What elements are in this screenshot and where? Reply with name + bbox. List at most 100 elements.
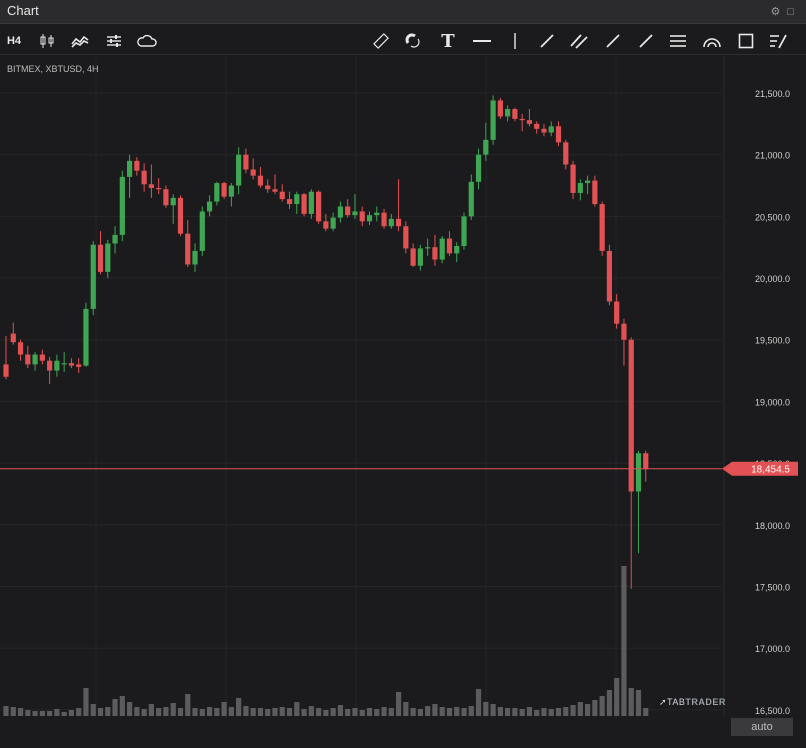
volume-bar bbox=[541, 708, 547, 716]
volume-bar bbox=[286, 708, 293, 716]
volume-bar bbox=[97, 708, 104, 716]
ruler-icon[interactable] bbox=[368, 27, 394, 55]
window-settings-icon[interactable]: ⚙ bbox=[770, 6, 781, 18]
volume-bar bbox=[534, 710, 540, 716]
candle-body bbox=[432, 247, 438, 260]
candle-body bbox=[468, 181, 474, 217]
more-tools-icon[interactable] bbox=[765, 27, 791, 55]
candle-style-icon[interactable] bbox=[34, 27, 60, 55]
volume-bar bbox=[105, 707, 111, 716]
volume-bar bbox=[17, 708, 24, 716]
candle-body bbox=[170, 197, 176, 206]
vertical-line-icon[interactable] bbox=[502, 27, 528, 55]
candle-body bbox=[90, 244, 96, 309]
volume-bar bbox=[417, 709, 423, 716]
candle-body bbox=[621, 323, 627, 340]
price-axis-tick-label: 19,500.0 bbox=[755, 336, 790, 346]
volume-bar bbox=[76, 708, 82, 716]
volume-bar bbox=[126, 702, 133, 716]
volume-bar bbox=[243, 706, 249, 716]
candle-body bbox=[570, 164, 576, 193]
timeframe-label: H4 bbox=[6, 35, 22, 47]
volume-bar bbox=[446, 708, 453, 716]
rectangle-icon[interactable] bbox=[733, 27, 759, 55]
settings-sliders-icon[interactable] bbox=[101, 27, 127, 55]
price-chart[interactable]: 21,500.0 21,000.0 20,500.0 20,000.0 19,500.0… bbox=[0, 56, 806, 734]
extended-line-icon[interactable] bbox=[633, 27, 659, 55]
timeframe-button[interactable]: H4 bbox=[3, 27, 25, 55]
cloud-icon[interactable] bbox=[134, 27, 160, 55]
candle-body bbox=[323, 221, 329, 229]
volume-bar bbox=[119, 696, 125, 716]
candle-body bbox=[614, 301, 620, 324]
arc-icon[interactable] bbox=[699, 27, 725, 55]
text-icon[interactable]: T bbox=[435, 27, 461, 55]
price-axis-tick-label: 18,000.0 bbox=[755, 521, 790, 531]
candle-body bbox=[461, 216, 467, 246]
candle-body bbox=[592, 180, 598, 205]
ray-icon[interactable] bbox=[600, 27, 626, 55]
candle-body bbox=[374, 212, 380, 216]
candle-body bbox=[643, 453, 649, 470]
volume-bar bbox=[548, 709, 554, 716]
candle-body bbox=[221, 183, 227, 197]
volume-bar bbox=[345, 709, 351, 716]
volume-bar bbox=[577, 702, 583, 716]
trend-line-icon[interactable] bbox=[534, 27, 560, 55]
volume-bar bbox=[134, 707, 140, 716]
volume-bar bbox=[272, 708, 278, 716]
candle-body bbox=[294, 194, 300, 205]
candle-body bbox=[105, 243, 111, 272]
candle-body bbox=[475, 154, 482, 182]
horizontal-line-icon[interactable] bbox=[469, 27, 495, 55]
candle-body bbox=[10, 333, 16, 343]
candle-body bbox=[526, 120, 533, 124]
candle-body bbox=[32, 354, 38, 365]
candle-body bbox=[39, 354, 45, 361]
tabtrader-watermark: ➚TABTRADER bbox=[659, 697, 726, 708]
price-axis-tick-label: 20,500.0 bbox=[755, 212, 790, 222]
volume-bar bbox=[592, 700, 598, 716]
candle-body bbox=[112, 234, 118, 244]
candle-body bbox=[337, 206, 344, 218]
candle-body bbox=[206, 201, 213, 212]
window-maximize-icon[interactable]: □ bbox=[787, 6, 794, 18]
price-axis-tick-label: 19,000.0 bbox=[755, 397, 790, 407]
candle-body bbox=[577, 183, 583, 193]
volume-bar bbox=[323, 710, 329, 716]
current-price-tag bbox=[722, 461, 798, 476]
candle-body bbox=[47, 360, 53, 371]
price-axis-tick-label: 16,500.0 bbox=[755, 706, 790, 716]
volume-bar bbox=[337, 705, 344, 716]
candle-body bbox=[563, 142, 569, 165]
price-axis-tick-label: 21,500.0 bbox=[755, 89, 790, 99]
candle-body bbox=[345, 206, 351, 216]
volume-bar bbox=[68, 710, 75, 716]
candle-body bbox=[417, 248, 423, 266]
candle-body bbox=[17, 342, 24, 355]
parallel-channel-icon[interactable] bbox=[566, 27, 592, 55]
candle-body bbox=[490, 100, 496, 140]
volume-bar bbox=[308, 706, 314, 716]
candle-body bbox=[395, 218, 402, 227]
candle-body bbox=[330, 217, 336, 229]
auto-scale-button[interactable]: auto bbox=[731, 718, 793, 736]
volume-bar bbox=[606, 690, 613, 716]
drawing-toolbar: H4 T bbox=[0, 27, 806, 55]
volume-bar bbox=[359, 710, 365, 716]
volume-bar bbox=[374, 709, 380, 716]
magnet-icon[interactable] bbox=[400, 27, 426, 55]
candle-body bbox=[635, 453, 642, 492]
volume-bar bbox=[461, 708, 467, 716]
candle-body bbox=[585, 180, 591, 184]
volume-bar bbox=[563, 707, 569, 716]
candle-body bbox=[548, 126, 554, 133]
candle-body bbox=[228, 185, 234, 197]
candle-body bbox=[156, 188, 162, 190]
fibonacci-icon[interactable] bbox=[665, 27, 691, 55]
indicators-icon[interactable] bbox=[67, 27, 93, 55]
volume-bar bbox=[163, 707, 169, 716]
volume-bar bbox=[352, 708, 358, 716]
candlestick-chart-svg[interactable]: 21,500.0 21,000.0 20,500.0 20,000.0 19,500.0… bbox=[0, 56, 806, 734]
volume-bar bbox=[294, 702, 300, 716]
